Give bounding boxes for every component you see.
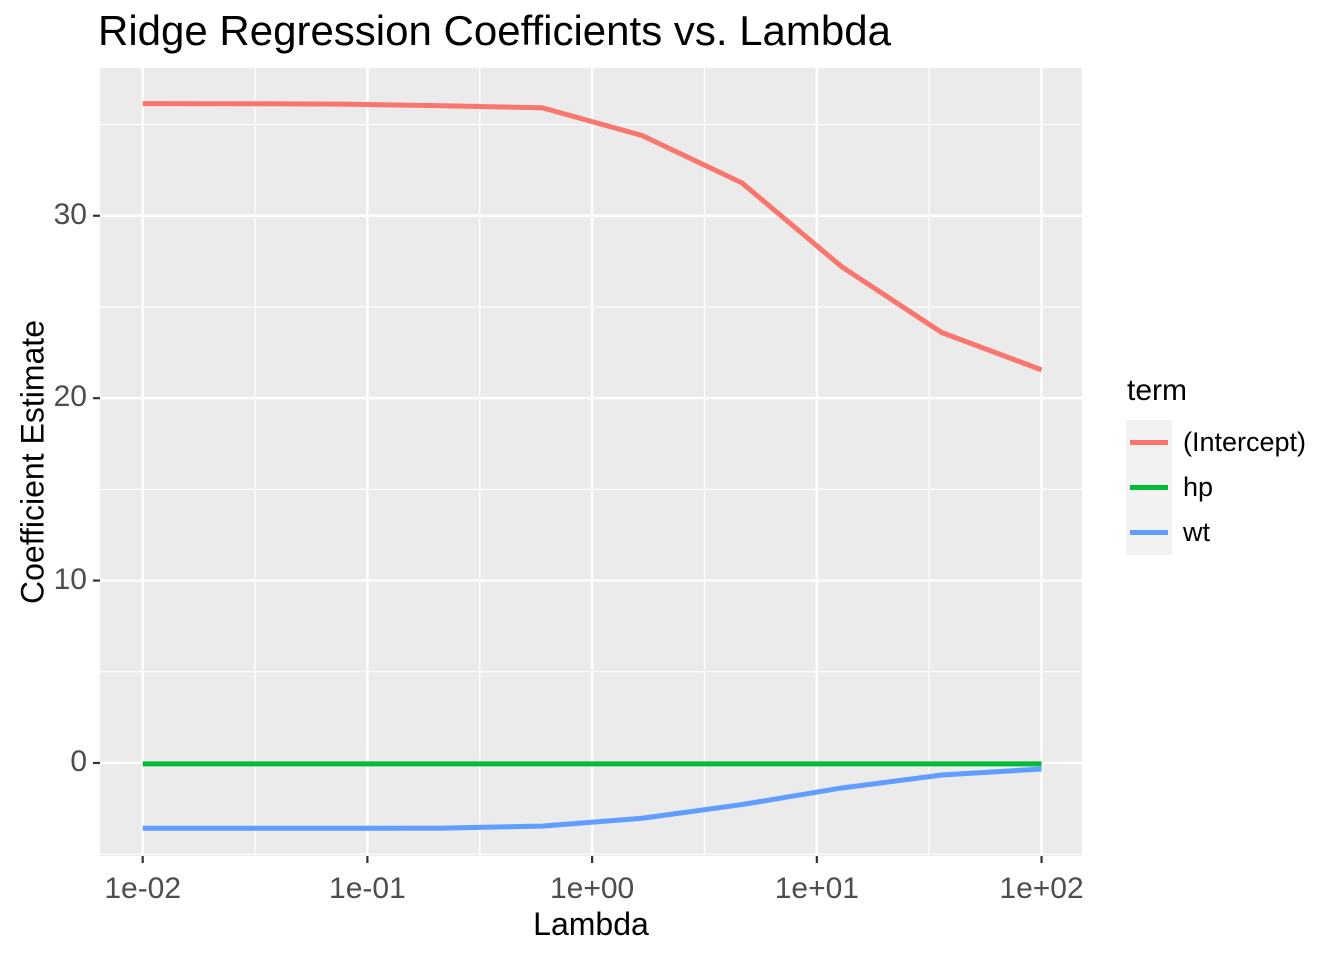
legend-item-hp: hp	[1126, 465, 1306, 510]
legend-title: term	[1127, 374, 1187, 407]
legend-item-intercept: (Intercept)	[1126, 420, 1306, 465]
legend-line-icon	[1130, 440, 1168, 445]
legend-line-icon	[1130, 530, 1168, 535]
y-tick-label: 30	[53, 197, 87, 231]
y-tick-label: 0	[70, 744, 87, 778]
x-tick-label: 1e-01	[329, 872, 406, 905]
y-axis-title: Coefficient Estimate	[14, 320, 51, 604]
x-tick-label: 1e+02	[999, 872, 1084, 905]
y-tick-label: 10	[53, 562, 87, 596]
x-tick-label: 1e-02	[104, 872, 182, 905]
legend-label: wt	[1183, 517, 1210, 547]
x-tick-label: 1e+00	[549, 872, 635, 905]
plot-title: Ridge Regression Coefficients vs. Lambda	[98, 7, 891, 54]
legend-key-swatch	[1126, 465, 1172, 510]
legend-items: (Intercept) hp wt	[1126, 420, 1306, 555]
legend: term (Intercept) hp wt	[1126, 374, 1306, 555]
x-tick-label: 1e+01	[774, 872, 859, 905]
y-tick-label: 20	[53, 380, 87, 414]
legend-label: (Intercept)	[1183, 427, 1307, 457]
legend-item-wt: wt	[1126, 510, 1306, 555]
legend-key-swatch	[1126, 420, 1172, 465]
x-axis-title: Lambda	[533, 906, 649, 942]
legend-line-icon	[1130, 485, 1168, 490]
legend-key-swatch	[1126, 510, 1172, 555]
legend-label: hp	[1183, 472, 1214, 502]
